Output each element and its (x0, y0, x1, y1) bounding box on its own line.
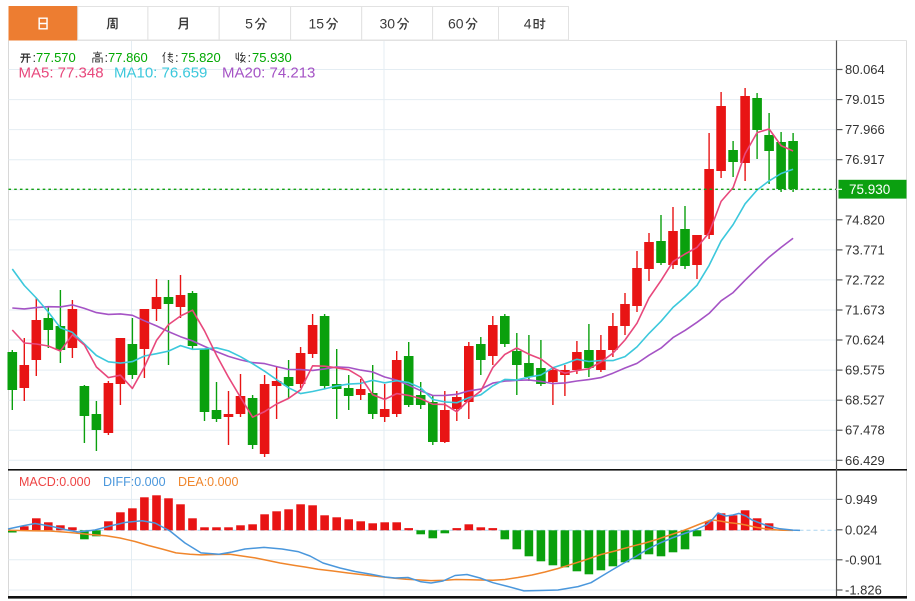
svg-text:MACD:0.000: MACD:0.000 (19, 475, 91, 489)
svg-text:69.575: 69.575 (845, 363, 885, 378)
svg-text:71.673: 71.673 (845, 303, 885, 318)
svg-text:75.820: 75.820 (181, 50, 221, 65)
svg-text:74.820: 74.820 (845, 212, 885, 227)
svg-text:79.015: 79.015 (845, 92, 885, 107)
svg-text:0.949: 0.949 (845, 492, 878, 507)
svg-text:DIFF:0.000: DIFF:0.000 (103, 475, 166, 489)
svg-text:67.478: 67.478 (845, 423, 885, 438)
svg-text:70.624: 70.624 (845, 333, 885, 348)
svg-text::: : (105, 50, 109, 65)
svg-text:66.429: 66.429 (845, 453, 885, 468)
svg-text:-1.826: -1.826 (845, 583, 882, 598)
svg-text:73.771: 73.771 (845, 242, 885, 257)
svg-text::: : (175, 50, 179, 65)
svg-text:4: 4 (524, 16, 532, 32)
svg-text:80.064: 80.064 (845, 62, 885, 77)
svg-text:60: 60 (448, 16, 464, 32)
svg-text:15: 15 (309, 16, 325, 32)
svg-text:MA20: 74.213: MA20: 74.213 (222, 65, 315, 82)
svg-text:77.860: 77.860 (108, 50, 148, 65)
svg-text:0.024: 0.024 (845, 522, 878, 537)
svg-text:75.930: 75.930 (849, 182, 890, 197)
svg-text:77.570: 77.570 (36, 50, 76, 65)
svg-text::: : (33, 50, 37, 65)
svg-text::: : (248, 50, 252, 65)
svg-text:5: 5 (245, 16, 253, 32)
svg-text:77.966: 77.966 (845, 122, 885, 137)
svg-text:76.917: 76.917 (845, 152, 885, 167)
svg-text:MA10: 76.659: MA10: 76.659 (114, 65, 207, 82)
svg-text:MA5: 77.348: MA5: 77.348 (19, 65, 104, 82)
svg-text:-0.901: -0.901 (845, 552, 882, 567)
svg-text:75.930: 75.930 (252, 50, 292, 65)
svg-text:68.527: 68.527 (845, 393, 885, 408)
svg-text:30: 30 (380, 16, 396, 32)
svg-text:72.722: 72.722 (845, 272, 885, 287)
svg-text:DEA:0.000: DEA:0.000 (178, 475, 239, 489)
